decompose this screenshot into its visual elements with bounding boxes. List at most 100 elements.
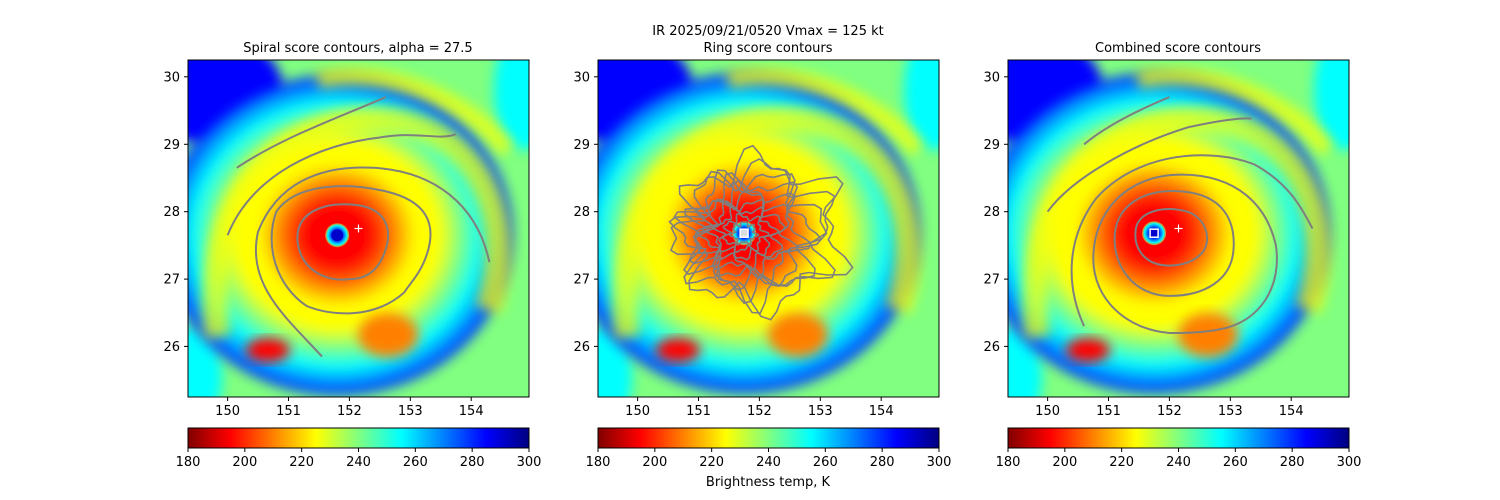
- contour-group: [226, 96, 491, 358]
- y-tick-label: 30: [573, 70, 590, 85]
- colorbar-tick-label: 300: [927, 455, 952, 470]
- contour-line: [668, 158, 836, 314]
- x-tick-label: 152: [747, 404, 772, 419]
- contour-group: [1046, 96, 1314, 334]
- rainband: [1136, 67, 1336, 156]
- colorbar-tick-label: 300: [517, 455, 542, 470]
- colorbar-label: Brightness temp, K: [706, 475, 831, 490]
- contour-line: [1046, 117, 1252, 213]
- rainband: [316, 67, 516, 156]
- contour-line: [1083, 96, 1170, 146]
- x-tick-label: 152: [337, 404, 362, 419]
- figure-suptitle: IR 2025/09/21/0520 Vmax = 125 kt: [652, 24, 883, 39]
- convective-cell: [246, 338, 290, 362]
- colorbar-tick-label: 240: [1166, 455, 1191, 470]
- x-tick-label: 154: [459, 404, 484, 419]
- colorbar-tick-label: 220: [699, 455, 724, 470]
- edge-patch: [494, 60, 529, 150]
- x-tick-label: 151: [1096, 404, 1121, 419]
- colorbar-tick-label: 240: [346, 455, 371, 470]
- panel-title: Combined score contours: [1095, 41, 1261, 56]
- x-tick-label: 151: [686, 404, 711, 419]
- colorbar-gradient: [1007, 427, 1350, 449]
- axes-frame: [187, 59, 530, 398]
- colorbar: 180 200 220 240 260 280 300: [176, 427, 542, 470]
- contour-line: [669, 144, 854, 321]
- axes-frame: [597, 59, 940, 398]
- center-square-marker: [739, 228, 749, 238]
- x-tick-label: 154: [869, 404, 894, 419]
- best-track-plus-marker: [354, 224, 363, 233]
- y-tick-label: 29: [983, 138, 1000, 153]
- y-tick-label: 28: [983, 205, 1000, 220]
- contour-line: [1070, 154, 1314, 327]
- x-tick-label: 153: [398, 404, 423, 419]
- best-track-plus-marker: [1174, 224, 1183, 233]
- edge-patch: [904, 60, 939, 150]
- panel-title: Ring score contours: [703, 41, 832, 56]
- colorbar-tick-label: 300: [1337, 455, 1362, 470]
- rainband: [611, 106, 921, 340]
- x-tick-label: 150: [1035, 404, 1060, 419]
- contour-group: [668, 144, 854, 321]
- x-tick-label: 150: [215, 404, 240, 419]
- panel-spiral: Spiral score contours, alpha = 27.5 150 1…: [163, 41, 542, 470]
- contour-line: [711, 204, 780, 261]
- colorbar: 180 200 220 240 260 280 300: [996, 427, 1362, 470]
- colorbar-tick-label: 220: [1109, 455, 1134, 470]
- x-tick-label: 152: [1157, 404, 1182, 419]
- y-tick-label: 26: [163, 340, 180, 355]
- brightness-temperature-image: [188, 60, 529, 397]
- center-square-marker: [1149, 228, 1159, 238]
- colorbar-tick-label: 180: [586, 455, 611, 470]
- colorbar-tick-label: 180: [176, 455, 201, 470]
- colorbar-tick-label: 200: [232, 455, 257, 470]
- colorbar-gradient: [597, 427, 940, 449]
- colorbar-tick-label: 260: [403, 455, 428, 470]
- contour-line: [255, 166, 491, 358]
- y-tick-label: 27: [163, 273, 180, 288]
- x-tick-label: 153: [1218, 404, 1243, 419]
- contour-line: [1113, 189, 1235, 297]
- edge-patch: [1314, 60, 1349, 150]
- convective-cell: [1066, 338, 1110, 362]
- y-tick-label: 28: [573, 205, 590, 220]
- center-dot-marker: [331, 229, 344, 242]
- y-tick-label: 29: [163, 138, 180, 153]
- colorbar-tick-label: 220: [289, 455, 314, 470]
- y-tick-label: 30: [163, 70, 180, 85]
- y-tick-label: 28: [163, 205, 180, 220]
- contour-line: [236, 96, 387, 169]
- y-tick-label: 27: [573, 273, 590, 288]
- panel-combined: Combined score contours 150 151 152 153 154 2…: [983, 41, 1362, 470]
- y-tick-label: 26: [983, 340, 1000, 355]
- contour-line: [1134, 208, 1208, 267]
- contour-line: [270, 185, 432, 315]
- colorbar-tick-label: 180: [996, 455, 1021, 470]
- colorbar: 180 200 220 240 260 280 300: [586, 427, 952, 470]
- rainband: [1021, 106, 1331, 340]
- colorbar-tick-label: 200: [642, 455, 667, 470]
- colorbar-tick-label: 280: [460, 455, 485, 470]
- y-tick-label: 29: [573, 138, 590, 153]
- colorbar-tick-label: 240: [756, 455, 781, 470]
- x-tick-label: 150: [625, 404, 650, 419]
- axes-frame: [1007, 59, 1350, 398]
- contour-line: [296, 203, 390, 281]
- panel-title: Spiral score contours, alpha = 27.5: [243, 41, 472, 56]
- rainband: [726, 67, 926, 156]
- convective-cell: [1178, 313, 1238, 357]
- brightness-temperature-image: [598, 60, 939, 397]
- contour-line: [226, 133, 457, 236]
- convective-cell: [358, 313, 418, 357]
- colorbar-tick-label: 200: [1052, 455, 1077, 470]
- contour-line: [728, 221, 760, 246]
- colorbar-tick-label: 280: [870, 455, 895, 470]
- y-tick-label: 27: [983, 273, 1000, 288]
- contour-line: [692, 179, 812, 285]
- y-tick-label: 26: [573, 340, 590, 355]
- convective-cell: [768, 313, 828, 357]
- x-tick-label: 153: [808, 404, 833, 419]
- x-tick-label: 151: [276, 404, 301, 419]
- convective-cell: [656, 338, 700, 362]
